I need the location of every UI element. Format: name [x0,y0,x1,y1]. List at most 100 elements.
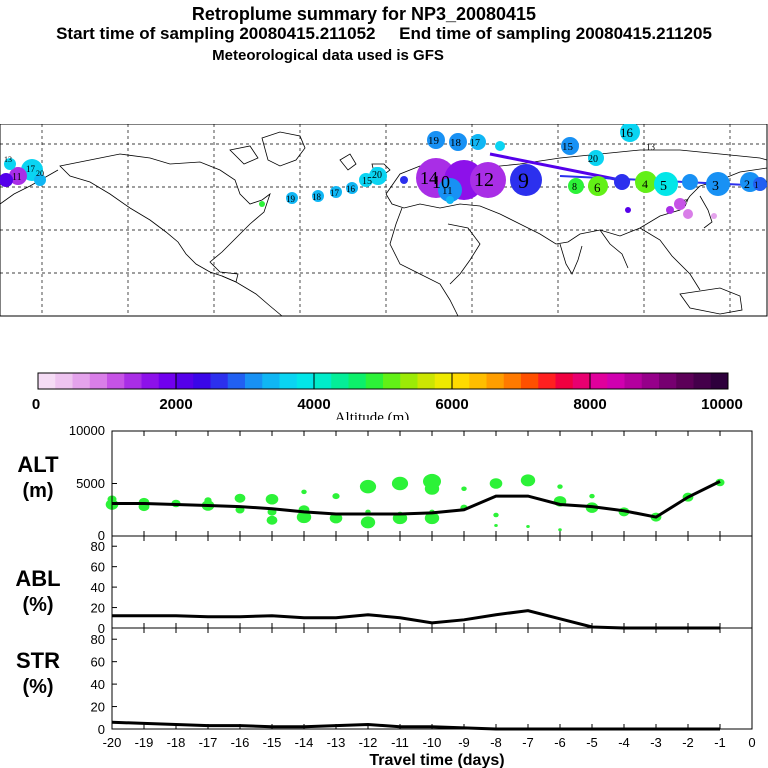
map-label: 17 [470,138,480,149]
colorbar-cell [607,373,625,389]
series-line-alt [112,480,721,519]
colorbar-cell [641,373,660,389]
map-label: 18 [450,137,462,149]
colorbar-cell [141,373,160,389]
alt-cluster-point [424,512,440,525]
panel-abl: ABL (%) [15,566,60,616]
colorbar-cell [245,373,263,389]
plot-frame [111,430,753,730]
map-label: 17 [26,164,36,174]
alt-cluster-point [558,528,562,532]
alt-cluster-point [360,516,376,529]
map-label: 6 [594,180,601,195]
map-label: 8 [572,182,577,193]
altitude-colorbar: 0 2000 4000 6000 8000 10000 Altitude (m) [32,372,743,420]
map-label: 11 [442,185,453,197]
colorbar-cell [314,373,332,389]
map-label: 5 [660,179,667,194]
colorbar-dividers [175,373,591,389]
x-tick-label: -18 [167,735,186,750]
str-label: STR [16,648,60,673]
map-frame [0,124,768,317]
x-tick-label: -4 [618,735,630,750]
map-label: 18 [312,192,322,202]
time-series-plots: ALT (m) 10000 5000 0 ABL (%) STR (%) 80 6… [15,423,755,768]
x-tick-label: -5 [586,735,598,750]
alt-cluster-point [301,489,307,495]
colorbar-cell [383,373,401,389]
colorbar-cell [572,373,591,389]
colorbar-cell [400,373,418,389]
map-label: 13 [646,142,656,152]
str-unit: (%) [22,676,53,698]
x-axis-label: Travel time (days) [369,752,504,768]
y-tick-label: 0 [98,621,105,636]
alt-ytick: 0 [98,528,105,543]
sampling-times: Start time of sampling 20080415.211052 E… [0,24,768,44]
alt-cluster-point [204,497,212,504]
map-label: 7 [684,198,689,208]
x-tick-label: -3 [650,735,662,750]
alt-cluster-point [332,493,340,500]
map-label: 20 [36,169,44,178]
colorbar-cell [158,373,177,389]
colorbar-cell [538,373,556,389]
map-label: 14 [420,168,438,188]
colorbar-cell [486,373,505,389]
alt-cluster-point [526,525,530,529]
colorbar-cell [124,373,142,389]
alt-cluster-point [329,512,343,524]
alt-clusters [105,473,725,532]
colorbar-tick: 0 [32,396,40,413]
alt-cluster-point [461,486,467,491]
colorbar-cell [676,373,694,389]
x-tick-label: -8 [490,735,502,750]
y-tick-label: 40 [91,580,105,595]
x-tick-label: -10 [423,735,442,750]
colorbar-tick: 6000 [435,396,468,413]
alt-cluster-point [296,511,312,524]
map-label: 4 [642,177,648,191]
x-tick-label: -11 [391,735,409,750]
x-tick-label: -12 [359,735,378,750]
alt-unit: (m) [22,480,53,502]
map-label: 19 [286,194,296,204]
map-label: 12 [474,169,494,191]
colorbar-cell [452,373,470,389]
y-tick-label: 0 [98,722,105,737]
map-label: 15 [562,141,574,153]
colorbar-cell [624,373,643,389]
y-tick-label: 20 [91,700,105,715]
alt-cluster-point [489,478,503,489]
colorbar-cell [693,373,712,389]
cluster-labels: 16 19 18 17 15 20 13 15 20 19 18 17 16 1… [4,125,759,208]
map-label: 20 [372,170,382,181]
alt-cluster-point [265,494,279,505]
plume-clusters [0,124,767,219]
alt-label: ALT [17,452,59,477]
colorbar-tick: 2000 [159,396,192,413]
alt-cluster-point [520,474,536,487]
colorbar-cell [55,373,73,389]
world-map: 16 19 18 17 15 20 13 15 20 19 18 17 16 1… [0,124,768,317]
chart-title: Retroplume summary for NP3_20080415 [191,4,537,24]
map-label: 1 [754,180,759,190]
map-label: 2 [744,177,750,191]
colorbar-cells [38,373,729,389]
x-tick-label: -6 [554,735,566,750]
x-tick-label: -14 [295,735,314,750]
colorbar-tick: 10000 [701,396,743,413]
colorbar-cell [38,373,56,389]
colorbar-cell [176,373,194,389]
colorbar-cell [193,373,211,389]
x-tick-label: -9 [458,735,470,750]
y-tick-label: 20 [91,601,105,616]
colorbar-cell [331,373,349,389]
x-tick-label: -19 [135,735,154,750]
y-tick-label: 80 [91,632,105,647]
map-label: 16 [346,184,356,194]
colorbar-cell [710,373,729,389]
alt-ytick: 10000 [69,423,105,438]
map-label: 16 [620,125,634,140]
end-time: End time of sampling 20080415.211205 [399,24,712,43]
